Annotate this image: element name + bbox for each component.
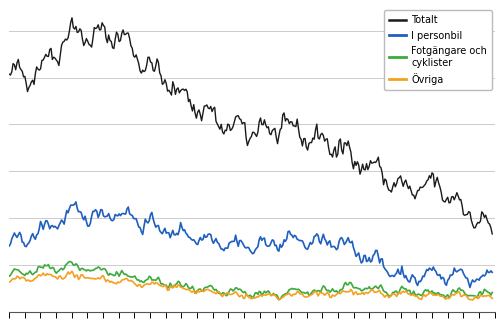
I personbil [404,277,410,281]
Line: Fotgängare och
cyklister: Fotgängare och cyklister [9,261,492,300]
Övriga [6,280,12,284]
Fotgängare och
cyklister [201,286,207,290]
Totalt [196,108,202,112]
Fotgängare och
cyklister [6,274,12,278]
Fotgängare och
cyklister [361,288,367,292]
Fotgängare och
cyklister [489,291,495,295]
Fotgängare och
cyklister [276,298,282,302]
Line: Övriga: Övriga [9,271,492,300]
Legend: Totalt, I personbil, Fotgängare och
cyklister, Övriga: Totalt, I personbil, Fotgängare och cykl… [384,10,492,90]
I personbil [467,286,473,290]
Totalt [91,26,97,30]
Övriga [91,277,97,280]
Övriga [489,297,495,300]
I personbil [196,238,202,242]
Totalt [6,72,12,76]
I personbil [91,209,97,213]
Övriga [428,291,434,295]
Totalt [428,176,434,180]
Totalt [489,232,495,236]
I personbil [428,267,434,271]
Line: Totalt: Totalt [9,18,492,234]
Övriga [69,269,75,273]
Line: I personbil: I personbil [9,202,492,288]
I personbil [73,200,79,204]
I personbil [201,233,207,237]
Övriga [470,298,476,302]
Övriga [404,291,410,295]
Övriga [201,289,207,293]
Fotgängare och
cyklister [91,268,97,272]
Övriga [360,291,366,295]
Fotgängare och
cyklister [406,289,412,293]
I personbil [6,244,12,248]
Övriga [196,290,202,294]
Fotgängare och
cyklister [429,289,435,293]
I personbil [360,260,366,264]
Totalt [69,16,75,20]
Totalt [360,162,366,166]
I personbil [489,270,495,274]
Totalt [201,104,207,108]
Fotgängare och
cyklister [66,259,72,263]
Fotgängare och
cyklister [196,287,202,291]
Totalt [404,183,410,187]
